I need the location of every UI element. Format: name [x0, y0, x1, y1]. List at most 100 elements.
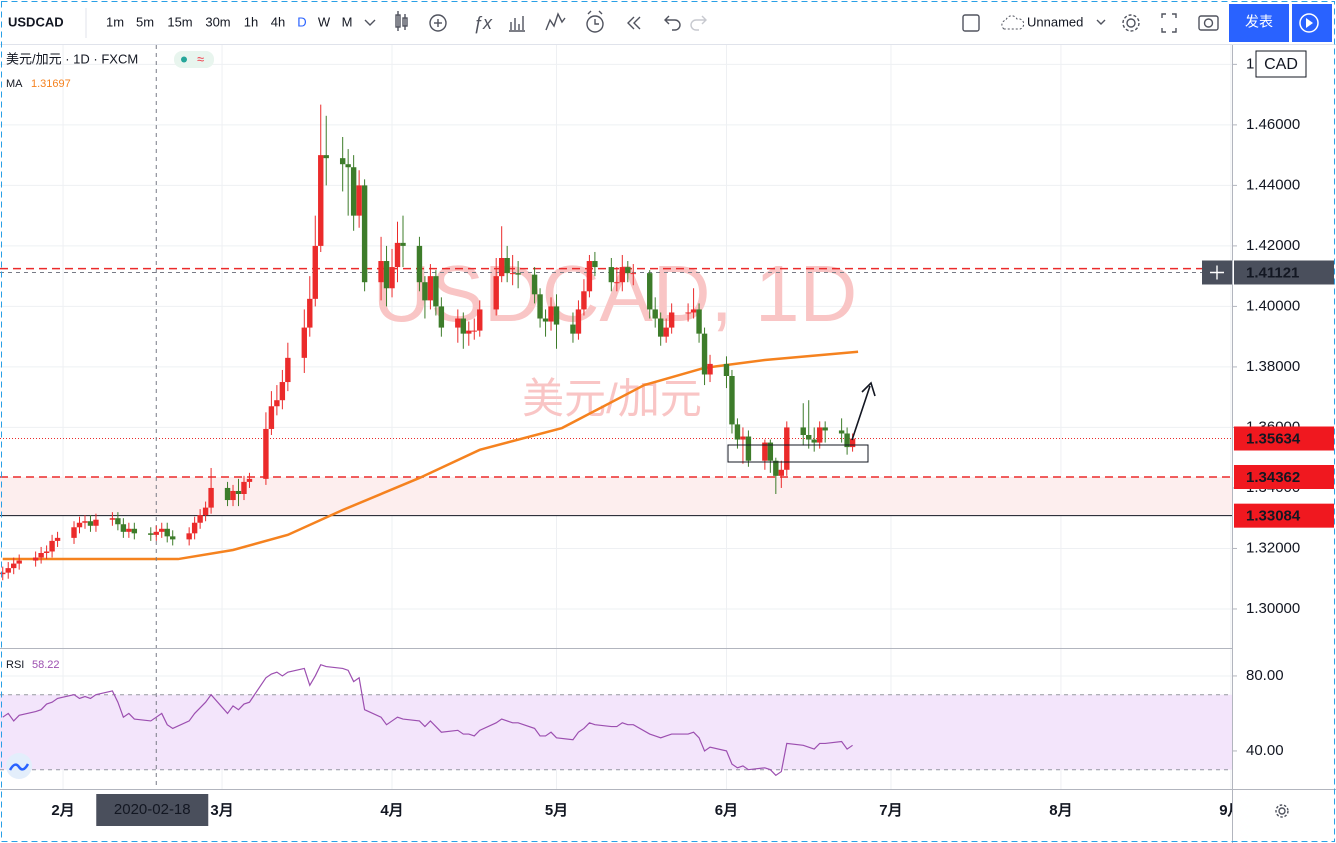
candle-body: [471, 330, 477, 332]
interval-button[interactable]: 4h: [271, 14, 285, 29]
interval-button[interactable]: 1m: [106, 14, 124, 29]
interval-button[interactable]: 30m: [205, 14, 230, 29]
candle-body: [383, 261, 390, 289]
rsi-legend-value: 58.22: [32, 659, 60, 671]
candle-body: [773, 460, 779, 476]
candle-body: [537, 294, 543, 319]
zone-bottom-label-box: [1234, 503, 1334, 528]
candle-body: [71, 527, 77, 538]
candle-body: [202, 507, 209, 516]
candle-body: [668, 312, 675, 328]
interval-button[interactable]: M: [342, 14, 353, 29]
candle-body: [170, 536, 176, 540]
templates-icon[interactable]: [545, 12, 566, 31]
candle-body: [690, 309, 697, 313]
indicators-compare-icon[interactable]: [429, 14, 447, 32]
interval-button[interactable]: W: [318, 14, 331, 29]
candle-body: [0, 572, 6, 575]
candle-body: [685, 312, 691, 314]
axis-settings-icon[interactable]: [1275, 804, 1289, 818]
layout-icon[interactable]: [962, 14, 980, 32]
candle-body: [361, 185, 368, 283]
fullscreen-icon[interactable]: [1161, 13, 1177, 33]
candle-body: [806, 434, 812, 440]
candle-body: [301, 327, 307, 358]
undo-icon[interactable]: [664, 15, 681, 31]
candle-body: [120, 524, 127, 532]
redo-icon[interactable]: [690, 15, 707, 31]
candle-body: [652, 309, 658, 319]
candle-body: [625, 267, 631, 274]
candle-body: [581, 291, 587, 310]
financials-icon[interactable]: [509, 16, 525, 32]
currency-box[interactable]: [1255, 50, 1307, 78]
currency[interactable]: CAD: [1264, 56, 1298, 73]
publish-button[interactable]: [1229, 4, 1289, 42]
candle-body: [191, 522, 198, 534]
candle-body: [553, 306, 560, 325]
candle-body: [838, 430, 845, 434]
candle-body: [54, 537, 61, 541]
candle-body: [279, 382, 286, 401]
publish-label[interactable]: 发表: [1245, 14, 1273, 30]
candle-body: [586, 261, 593, 292]
interval-button[interactable]: 1h: [244, 14, 258, 29]
y-tick-label: 1.32000: [1246, 539, 1300, 556]
x-tick-label: 2月: [51, 802, 74, 819]
candle-body: [274, 400, 280, 407]
candle-body: [696, 309, 702, 334]
candle-body: [438, 306, 445, 328]
replay-icon[interactable]: [627, 16, 641, 30]
candle-body: [345, 164, 351, 168]
candle-body: [246, 478, 253, 482]
interval-button[interactable]: 5m: [136, 14, 154, 29]
market-status[interactable]: [174, 51, 214, 68]
candle-body: [778, 469, 785, 476]
crosshair-price-label: 1.41121: [1246, 264, 1299, 281]
candle-body: [433, 276, 439, 307]
symbol[interactable]: USDCAD: [8, 14, 64, 29]
candle-body: [416, 245, 423, 283]
layout-name[interactable]: Unnamed: [1027, 14, 1083, 29]
candle-body: [800, 427, 806, 435]
crosshair-date: 2020-02-18: [114, 801, 191, 818]
candle-body: [548, 306, 554, 322]
candle-body: [734, 424, 741, 440]
candle-body: [570, 324, 576, 334]
top-toolbar: USDCAD 1m 5m 15m 30m 1h 4h D W M ƒx Unnamed 发表: [0, 4, 1336, 45]
candle-body: [197, 515, 203, 523]
x-tick-label: 5月: [545, 802, 568, 819]
play-icon: [1299, 13, 1319, 33]
candle-body: [159, 528, 165, 532]
drawn-rectangle[interactable]: [727, 444, 869, 463]
rsi-tick-label: 40.00: [1246, 742, 1284, 759]
alert-icon[interactable]: [586, 10, 604, 33]
interval-button[interactable]: D: [297, 14, 306, 29]
drawn-arrow[interactable]: [851, 381, 876, 441]
price-zone: [0, 476, 1232, 516]
chart-style-icon[interactable]: [395, 11, 408, 31]
candle-body: [509, 273, 516, 275]
candle-body: [93, 519, 99, 526]
indicators-icon[interactable]: ƒx: [473, 13, 493, 33]
interval-dropdown[interactable]: [364, 19, 376, 26]
y-tick-label: 1.30000: [1246, 600, 1300, 617]
screenshot-icon[interactable]: [1198, 15, 1219, 31]
candle-body: [466, 330, 472, 334]
candle-body: [657, 318, 664, 337]
settings-icon[interactable]: [1122, 14, 1140, 32]
interval-button[interactable]: 15m: [167, 14, 192, 29]
layout-dropdown[interactable]: [1096, 19, 1106, 25]
candle-body: [630, 273, 636, 275]
rsi-line: [2, 663, 853, 777]
candle-body: [647, 273, 653, 310]
candle-body: [307, 298, 313, 328]
candle-body: [109, 518, 116, 520]
last-price-label-box: [1234, 426, 1334, 451]
cloud-icon: [1001, 15, 1025, 30]
series-legend: 美元/加元 · 1D · FXCM: [6, 51, 138, 66]
candle-body: [542, 318, 549, 322]
candle-body: [356, 185, 362, 216]
